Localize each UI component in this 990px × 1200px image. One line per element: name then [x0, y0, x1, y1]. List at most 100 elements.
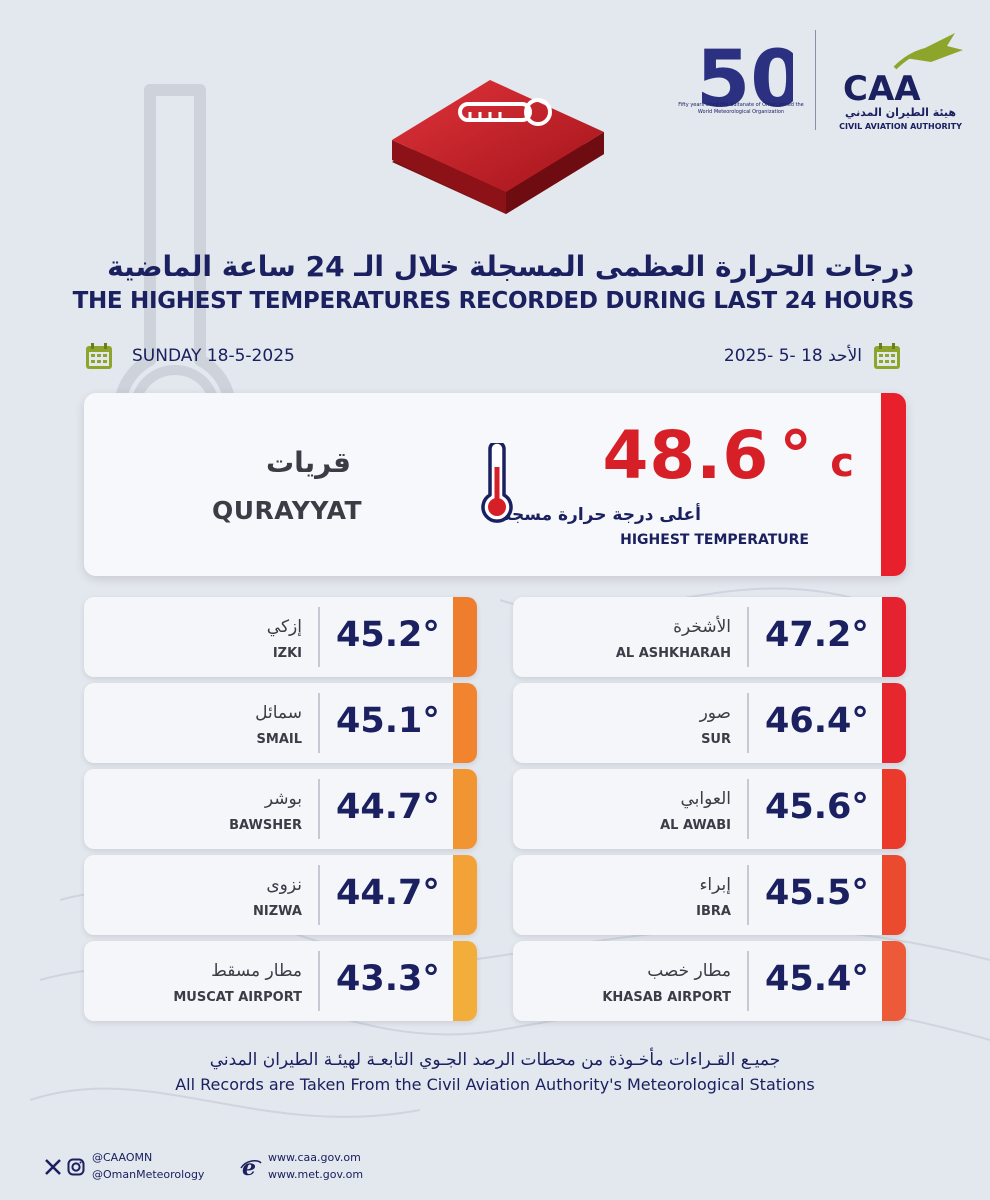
station-name-en: AL ASHKHARAH [615, 646, 731, 661]
highest-city-en: QURAYYAT [212, 496, 363, 525]
card-accent-bar [453, 941, 477, 1021]
station-name-en: IZKI [272, 646, 302, 661]
station-card: 43.3° مطار مسقط MUSCAT AIRPORT [84, 941, 477, 1021]
instagram-icon[interactable] [67, 1158, 85, 1176]
station-name-ar: نزوى [266, 875, 302, 895]
card-accent-bar [882, 855, 906, 935]
title-arabic: درجات الحرارة العظمى المسجلة خلال الـ 24… [107, 250, 914, 283]
caa-name-en: CIVIL AVIATION AUTHORITY [839, 122, 962, 131]
date-english: SUNDAY 18-5-2025 [84, 341, 295, 371]
card-accent-bar [882, 769, 906, 849]
web-icon: e [240, 1156, 262, 1178]
station-temperature: 43.3° [336, 959, 440, 999]
footer-note-ar: جميـع القـراءات مأخـوذة من محطات الرصد ا… [209, 1050, 781, 1070]
thermometer-button-icon [392, 80, 604, 214]
calendar-icon [874, 343, 900, 369]
card-accent-bar [453, 683, 477, 763]
highest-city-ar: قريات [266, 446, 351, 479]
station-name-en: MUSCAT AIRPORT [173, 990, 302, 1005]
footer-note-en: All Records are Taken From the Civil Avi… [175, 1075, 815, 1094]
highest-temperature-card: 48.6 ° c أعلى درجة حرارة مسجلة HIGHEST T… [84, 393, 906, 576]
card-divider [318, 779, 320, 839]
station-temperature: 44.7° [336, 873, 440, 913]
station-name-ar: سمائل [255, 703, 302, 723]
highest-label-ar: أعلى درجة حرارة مسجلة [494, 505, 701, 525]
x-icon[interactable] [44, 1158, 62, 1176]
date-ar-text: الأحد 18 -5 -2025 [723, 346, 862, 366]
highest-label-en: HIGHEST TEMPERATURE [620, 532, 809, 548]
card-divider [318, 951, 320, 1011]
card-divider [747, 951, 749, 1011]
card-accent-bar [882, 597, 906, 677]
fifty-years-caption: Fifty years since the Sultanate of Oman … [678, 102, 804, 115]
card-divider [318, 693, 320, 753]
card-accent-bar [453, 769, 477, 849]
station-temperature: 45.6° [765, 787, 869, 827]
caa-acronym: CAA [843, 69, 921, 109]
social-links: @CAAOMN @OmanMeteorology [44, 1150, 204, 1183]
link-caa[interactable]: www.caa.gov.om [268, 1151, 361, 1164]
calendar-icon [86, 343, 112, 369]
station-card: 46.4° صور SUR [513, 683, 906, 763]
caa-logo: CAA [843, 33, 963, 109]
date-arabic: الأحد 18 -5 -2025 [724, 341, 902, 371]
station-name-en: SUR [701, 732, 731, 747]
card-divider [747, 607, 749, 667]
fifty-number: 50 [696, 35, 793, 125]
card-accent-bar [882, 683, 906, 763]
station-name-en: SMAIL [256, 732, 302, 747]
title-english: THE HIGHEST TEMPERATURES RECORDED DURING… [72, 288, 915, 314]
station-temperature: 45.4° [765, 959, 869, 999]
station-name-ar: الأشخرة [673, 617, 731, 637]
station-card: 45.1° سمائل SMAIL [84, 683, 477, 763]
highest-temp-number: 48.6 [602, 417, 770, 494]
station-temperature: 46.4° [765, 701, 869, 741]
card-accent-bar [882, 941, 906, 1021]
card-divider [318, 865, 320, 925]
logo-divider [815, 30, 816, 130]
station-name-en: IBRA [696, 904, 731, 919]
station-name-ar: إبراء [699, 875, 731, 895]
fifty-years-logo: 50 [696, 35, 793, 125]
highest-temperature-value: 48.6 ° c [602, 423, 854, 489]
card-accent-bar [453, 855, 477, 935]
caa-name-ar: هيئة الطيران المدني [845, 106, 956, 119]
unit-symbol: c [830, 440, 854, 486]
station-temperature: 45.1° [336, 701, 440, 741]
station-name-en: BAWSHER [229, 818, 302, 833]
station-name-en: AL AWABI [660, 818, 731, 833]
station-name-ar: العوابي [680, 789, 731, 809]
station-card: 45.6° العوابي AL AWABI [513, 769, 906, 849]
card-divider [747, 779, 749, 839]
station-temperature: 45.2° [336, 615, 440, 655]
station-name-en: NIZWA [253, 904, 302, 919]
station-card: 45.2° إزكي IZKI [84, 597, 477, 677]
station-name-ar: صور [699, 703, 731, 723]
card-accent-bar [453, 597, 477, 677]
web-links: e www.caa.gov.om www.met.gov.om [240, 1150, 363, 1183]
handle-caa[interactable]: @CAAOMN [92, 1151, 153, 1164]
station-name-ar: إزكي [266, 617, 302, 637]
station-card: 44.7° بوشر BAWSHER [84, 769, 477, 849]
station-name-en: KHASAB AIRPORT [602, 990, 731, 1005]
station-card: 45.4° مطار خصب KHASAB AIRPORT [513, 941, 906, 1021]
card-divider [318, 607, 320, 667]
station-temperature: 44.7° [336, 787, 440, 827]
card-accent-bar [881, 393, 906, 576]
station-temperature: 45.5° [765, 873, 869, 913]
card-divider [747, 693, 749, 753]
station-name-ar: مطار مسقط [211, 961, 302, 981]
station-card: 44.7° نزوى NIZWA [84, 855, 477, 935]
degree-symbol: ° [779, 417, 813, 494]
svg-text:e: e [242, 1156, 256, 1178]
thermometer-icon [481, 443, 513, 523]
station-card: 47.2° الأشخرة AL ASHKHARAH [513, 597, 906, 677]
date-en-text: SUNDAY 18-5-2025 [132, 346, 295, 366]
station-temperature: 47.2° [765, 615, 869, 655]
station-card: 45.5° إبراء IBRA [513, 855, 906, 935]
station-name-ar: مطار خصب [647, 961, 731, 981]
station-name-ar: بوشر [264, 789, 302, 809]
handle-met[interactable]: @OmanMeteorology [92, 1167, 205, 1181]
link-met[interactable]: www.met.gov.om [268, 1167, 364, 1181]
card-divider [747, 865, 749, 925]
